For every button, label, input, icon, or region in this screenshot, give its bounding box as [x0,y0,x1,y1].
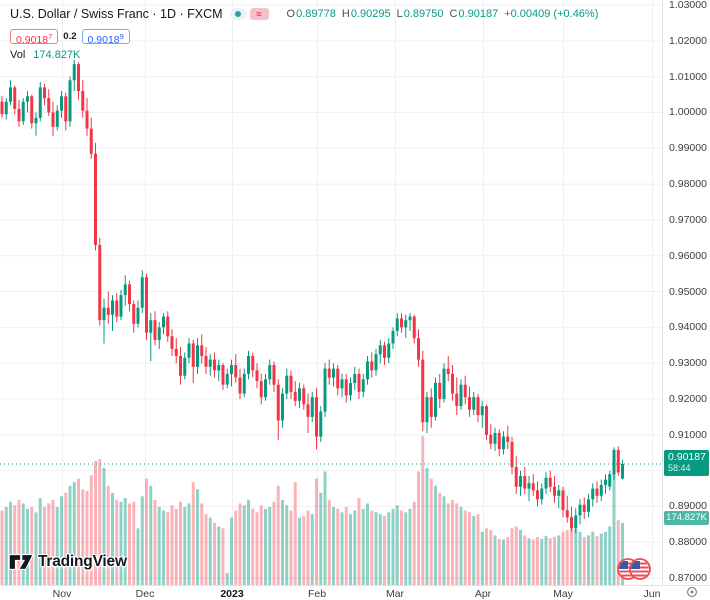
data-mode-icon: ≈ [249,8,269,20]
price-axis-label: 0.98000 [669,178,707,191]
tradingview-logo-text: TradingView [38,553,127,570]
economic-events-marker[interactable] [614,556,654,582]
last-price-value: 0.90187 [668,451,706,463]
price-axis-label: 1.01000 [669,70,707,83]
tradingview-logo[interactable]: TradingView [8,551,127,573]
time-axis[interactable]: Nov Dec 2023 Feb Mar Apr May Jun [0,585,710,600]
tradingview-logo-mark [8,553,34,571]
sell-price-button[interactable]: 0.90187 [10,29,59,46]
high-label: H [341,8,350,20]
price-axis-label: 0.94000 [669,321,707,334]
time-axis-label: Jun [643,588,661,600]
ohlc-readout: O 0.89778 H 0.90295 L 0.89750 C 0.90187 … [281,8,599,20]
time-axis-label: Mar [385,588,405,600]
volume-label: Vol [10,49,26,61]
spread-value: 0.2 [63,31,77,42]
price-axis-label: 0.99000 [669,142,707,155]
bar-countdown: 58:44 [668,463,691,473]
chart-gridlines [0,0,662,585]
market-status-icon [229,8,247,20]
price-chart-canvas[interactable] [0,0,662,585]
symbol-title[interactable]: U.S. Dollar / Swiss Franc · 1D · FXCM [10,7,223,21]
price-axis-label: 0.89000 [669,500,707,513]
price-axis-label: 0.91000 [669,428,707,441]
low-label: L [396,8,403,20]
axis-settings-icon[interactable] [686,585,700,599]
time-axis-label: Dec [135,588,155,600]
price-axis-label: 0.93000 [669,357,707,370]
change-value: +0.00409 (+0.46%) [504,8,599,20]
time-axis-label: Nov [52,588,72,600]
price-axis-label: 1.02000 [669,34,707,47]
time-axis-label: Feb [307,588,327,600]
price-axis-label: 0.92000 [669,393,707,406]
close-label: C [449,8,458,20]
symbol-legend: U.S. Dollar / Swiss Franc · 1D · FXCM ≈ … [10,5,598,61]
time-axis-label: 2023 [220,588,244,600]
price-axis-label: 0.96000 [669,249,707,262]
price-axis-label: 0.95000 [669,285,707,298]
price-axis-label: 0.88000 [669,536,707,549]
candlestick-series [0,59,624,534]
time-axis-label: May [553,588,573,600]
volume-value: 174.827K [33,49,81,61]
open-label: O [286,8,296,20]
buy-price-button[interactable]: 0.90189 [81,29,130,46]
low-value: 0.89750 [403,8,444,20]
price-axis-label: 0.97000 [669,213,707,226]
us-flag-icon [629,558,651,580]
price-axis-label: 1.00000 [669,106,707,119]
high-value: 0.90295 [350,8,391,20]
close-value: 0.90187 [458,8,499,20]
volume-axis-badge: 174.827K [664,511,709,525]
price-axis-label: 1.03000 [669,0,707,11]
price-axis-label: 0.87000 [669,572,707,585]
open-value: 0.89778 [296,8,336,20]
last-price-badge: 0.90187 58:44 [664,450,709,476]
time-axis-label: Apr [474,588,492,600]
price-axis[interactable]: 0.90187 58:44 174.827K 1.03000 1.02000 1.0… [662,0,710,585]
volume-series [0,436,624,585]
volume-readout: Vol 174.827K [10,49,598,61]
